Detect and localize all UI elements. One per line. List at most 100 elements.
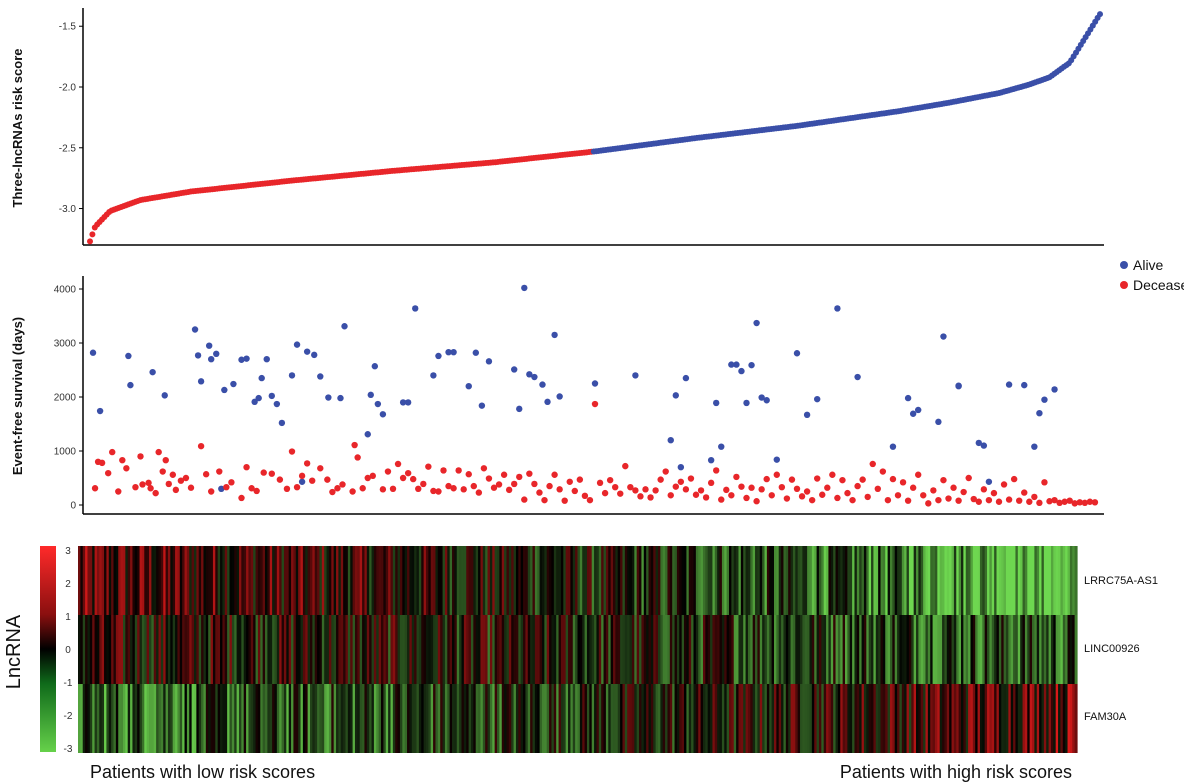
heatmap-cell — [845, 615, 848, 684]
survival-point-deceased — [276, 476, 284, 483]
heatmap-cell — [679, 684, 683, 753]
heatmap-cell — [518, 684, 522, 753]
heatmap-cell — [807, 615, 811, 684]
heatmap-cell — [1069, 684, 1073, 753]
heatmap-cell — [468, 546, 472, 615]
survival-point-deceased — [536, 489, 543, 496]
survival-point-deceased — [169, 471, 177, 478]
heatmap-cell — [840, 615, 844, 684]
heatmap-cell — [977, 684, 981, 753]
heatmap-cell — [345, 684, 349, 753]
heatmap-cell — [757, 546, 761, 615]
survival-point-deceased — [839, 476, 846, 484]
heatmap-cell — [461, 615, 465, 684]
heatmap-cell — [835, 684, 839, 753]
survival-point-deceased — [783, 495, 791, 502]
heatmap-cell — [594, 615, 598, 684]
survival-point-alive — [748, 361, 755, 369]
heatmap-cell — [925, 615, 929, 684]
survival-point-alive — [364, 431, 371, 438]
heatmap-cell — [208, 684, 212, 753]
heatmap-cell — [338, 546, 342, 615]
heatmap-cell — [759, 684, 763, 753]
heatmap-cell — [634, 684, 638, 753]
survival-point-deceased — [642, 486, 649, 493]
heatmap-cell — [705, 546, 709, 615]
survival-point-deceased — [713, 467, 720, 474]
survival-point-deceased — [430, 487, 437, 495]
heatmap-cell — [492, 615, 496, 684]
heatmap-cell — [96, 615, 100, 684]
heatmap-cell — [373, 615, 377, 684]
survival-point-deceased — [1031, 493, 1038, 501]
survival-point-alive — [539, 381, 546, 388]
survival-point-deceased — [904, 497, 912, 504]
heatmap-cell — [487, 684, 491, 753]
survival-point-deceased — [283, 485, 291, 492]
survival-point-alive — [672, 392, 679, 399]
heatmap-cell — [700, 615, 704, 684]
survival-point-deceased — [940, 476, 947, 484]
heatmap-cell — [610, 684, 614, 753]
survival-point-deceased — [803, 488, 811, 495]
survival-point-deceased — [155, 448, 162, 456]
heatmap-cell — [885, 546, 889, 615]
heatmap-cell — [707, 684, 711, 753]
heatmap-cell — [994, 684, 998, 753]
heatmap-cell — [740, 546, 744, 615]
heatmap-cell — [312, 615, 316, 684]
heatmap-cell — [428, 546, 432, 615]
heatmap-cell — [182, 684, 186, 753]
survival-point-deceased — [104, 469, 112, 477]
heatmap-cell — [551, 546, 555, 615]
heatmap-cell — [996, 615, 1000, 684]
heatmap-cell — [300, 684, 304, 753]
heatmap-cell — [847, 546, 851, 615]
heatmap-cell — [837, 615, 841, 684]
survival-point-deceased — [950, 484, 957, 491]
survival-point-deceased — [546, 482, 553, 490]
survival-point-deceased — [228, 479, 235, 486]
heatmap-cell — [144, 684, 148, 753]
heatmap-cell — [276, 615, 280, 684]
survival-point-deceased — [889, 475, 897, 483]
heatmap-cell — [586, 684, 590, 753]
heatmap-cell — [631, 615, 635, 684]
heatmap-cell — [454, 684, 458, 753]
heatmap-cell — [274, 615, 278, 684]
heatmap-cell — [790, 615, 794, 684]
heatmap-cell — [82, 615, 86, 684]
heatmap-cell — [804, 546, 808, 615]
heatmap-cell — [908, 615, 912, 684]
heatmap-cell — [122, 684, 126, 753]
heatmap-cell — [480, 546, 484, 615]
heatmap-cell — [220, 615, 224, 684]
heatmap-cell — [362, 546, 366, 615]
survival-point-alive — [743, 399, 750, 407]
heatmap-cell — [1003, 546, 1007, 615]
heatmap-cell — [104, 684, 108, 753]
heatmap-cell — [473, 684, 477, 753]
heatmap-cell — [982, 615, 986, 684]
heatmap-cell — [167, 684, 171, 753]
survival-point-alive — [713, 399, 720, 407]
heatmap-cell — [456, 615, 460, 684]
heatmap-cell — [655, 684, 659, 753]
survival-point-deceased — [778, 483, 786, 491]
heatmap-cell — [125, 615, 129, 684]
heatmap-cell — [191, 615, 195, 684]
heatmap-cell — [868, 615, 872, 684]
heatmap-cell — [977, 546, 981, 615]
heatmap-cell — [94, 684, 98, 753]
heatmap-cell — [646, 684, 650, 753]
heatmap-cell — [1017, 546, 1021, 615]
heatmap-cell — [265, 684, 268, 753]
heatmap-cell — [497, 615, 500, 684]
heatmap-cell — [932, 615, 936, 684]
heatmap-cell — [373, 546, 377, 615]
heatmap-cell — [977, 615, 981, 684]
heatmap-cell — [894, 546, 898, 615]
heatmap-cell — [383, 684, 387, 753]
survival-point-deceased — [223, 483, 230, 491]
